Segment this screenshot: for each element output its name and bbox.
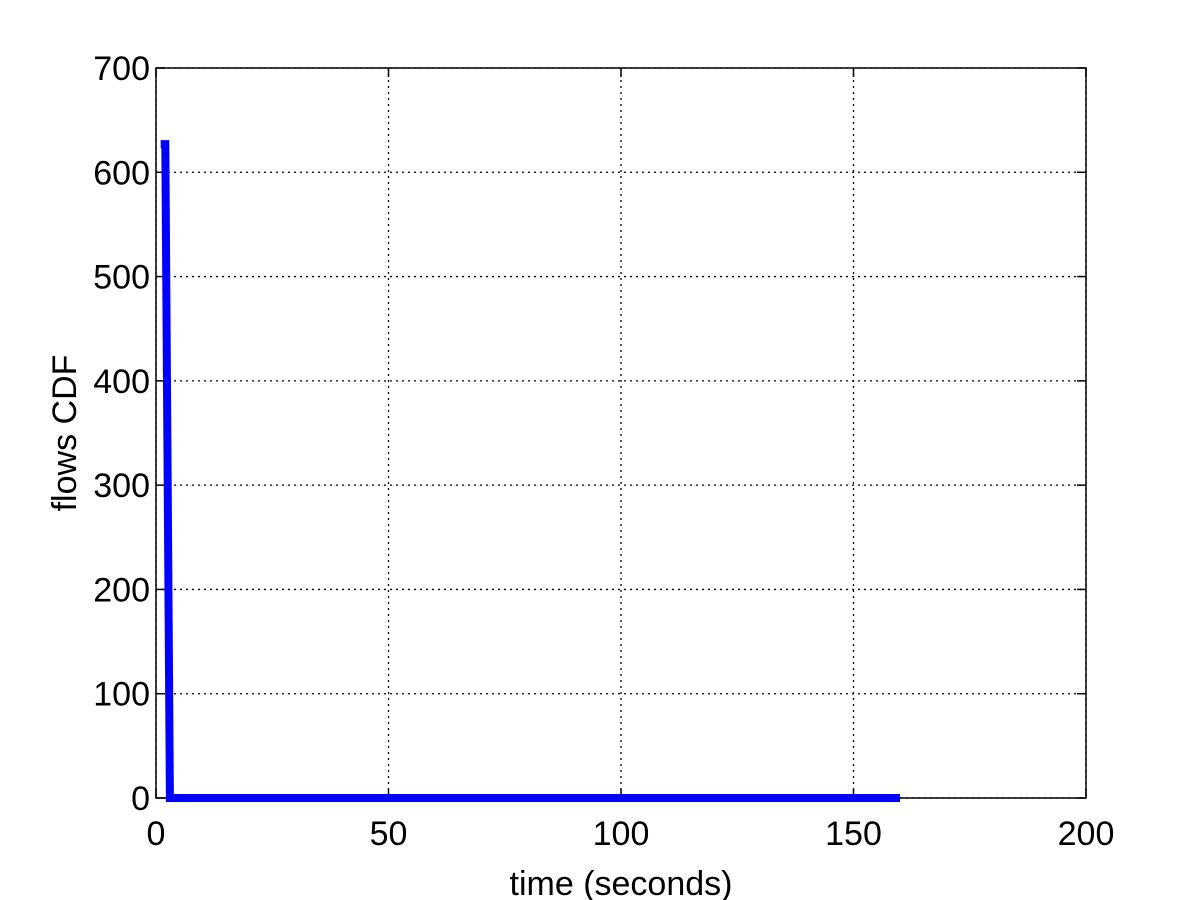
series-group	[160, 140, 900, 802]
x-tick-label: 200	[1058, 815, 1115, 853]
y-tick-label: 300	[93, 467, 150, 505]
y-tick-label: 400	[93, 363, 150, 401]
x-tick-label: 150	[825, 815, 882, 853]
y-tick-label: 0	[131, 780, 150, 818]
y-tick-label: 600	[93, 154, 150, 192]
y-tick-label: 200	[93, 571, 150, 609]
y-tick-label: 700	[93, 50, 150, 88]
ticks: 0 50 100 150 200 0 100 200 300 400 500 600 700	[93, 50, 1114, 853]
x-axis-label: time (seconds)	[510, 865, 733, 900]
grid	[155, 67, 1087, 799]
x-tick-label: 50	[370, 815, 408, 853]
series-line	[160, 140, 900, 802]
y-axis-label: flows CDF	[46, 355, 84, 512]
y-tick-label: 500	[93, 259, 150, 297]
x-tick-label: 0	[147, 815, 166, 853]
x-tick-label: 100	[593, 815, 650, 853]
y-tick-label: 100	[93, 676, 150, 714]
